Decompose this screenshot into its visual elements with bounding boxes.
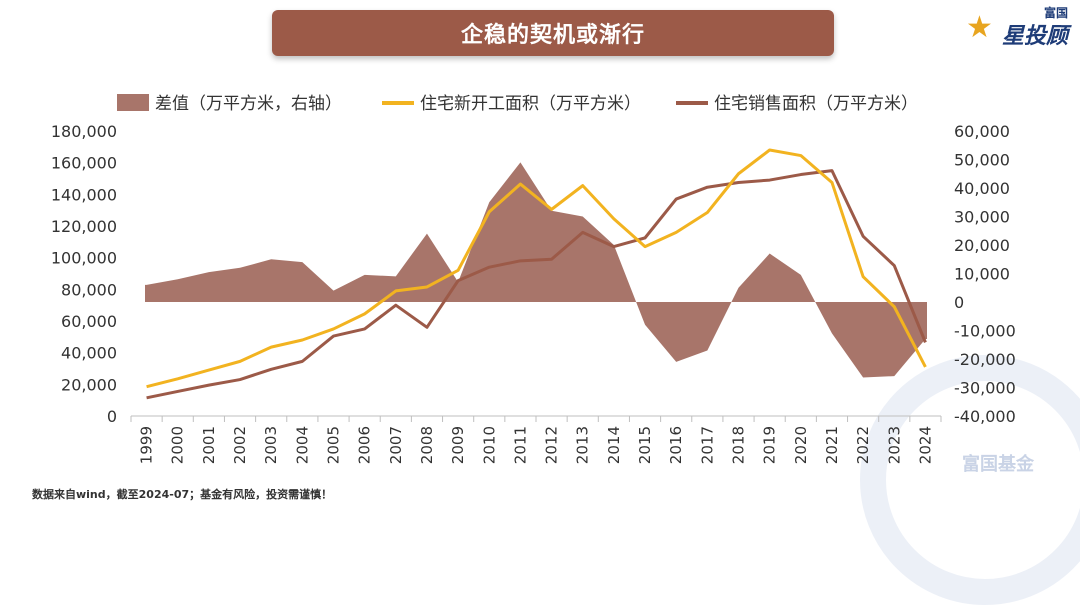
- left-tick-label: 20,000: [61, 375, 117, 394]
- legend-label-new-start: 住宅新开工面积（万平方米）: [420, 94, 641, 114]
- x-tick-label: 2015: [636, 426, 654, 464]
- sales-line: [146, 169, 927, 400]
- x-tick-label: 2001: [200, 426, 218, 464]
- difference-area: [145, 162, 927, 378]
- x-tick-label: 2024: [916, 426, 934, 464]
- new-start-line: [146, 148, 927, 389]
- right-tick-label: 50,000: [954, 151, 1010, 170]
- x-tick-label: 2006: [356, 426, 374, 464]
- x-tick-label: 2009: [449, 426, 467, 464]
- right-tick-label: -30,000: [954, 379, 1016, 398]
- x-tick-label: 2003: [262, 426, 280, 464]
- left-tick-label: 120,000: [51, 217, 117, 236]
- footnote: 数据来自wind，截至2024-07；基金有风险，投资需谨慎！: [32, 488, 333, 501]
- brand-logo: ★ 富国 星投顾: [960, 4, 1070, 49]
- left-tick-label: 100,000: [51, 249, 117, 268]
- chart-svg: 差值（万平方米，右轴） 住宅新开工面积（万平方米） 住宅销售面积（万平方米） 199…: [51, 94, 1016, 464]
- x-tick-label: 2011: [511, 426, 529, 464]
- area-layer: [145, 162, 927, 378]
- legend-label-area: 差值（万平方米，右轴）: [155, 94, 342, 114]
- left-tick-label: 40,000: [61, 344, 117, 363]
- x-tick-label: 2019: [761, 426, 779, 464]
- x-tick-label: 2016: [667, 426, 685, 464]
- legend-swatch-area: [117, 94, 149, 111]
- x-tick-label: 2023: [885, 426, 903, 464]
- x-tick-label: 2012: [543, 426, 561, 464]
- x-tick-label: 2017: [698, 426, 716, 464]
- title-text: 企稳的契机或渐行: [460, 23, 645, 48]
- left-tick-label: 80,000: [61, 280, 117, 299]
- watermark-text: 富国基金: [962, 454, 1034, 475]
- x-tick-label: 2018: [730, 426, 748, 464]
- brand-main-text: 星投顾: [1001, 24, 1068, 49]
- brand-small-text: 富国: [1043, 6, 1068, 20]
- star-icon: ★: [966, 10, 993, 45]
- left-tick-label: 60,000: [61, 312, 117, 331]
- axes: 1999 2000 2001 2002 2003 2004 2005 2006 2007 2008…: [51, 122, 1016, 464]
- left-tick-label: 160,000: [51, 154, 117, 173]
- line-layer: [146, 148, 927, 400]
- legend-label-sales: 住宅销售面积（万平方米）: [714, 94, 918, 114]
- right-tick-label: 20,000: [954, 236, 1010, 255]
- left-tick-label: 140,000: [51, 185, 117, 204]
- x-tick-label: 2007: [387, 426, 405, 464]
- legend: 差值（万平方米，右轴） 住宅新开工面积（万平方米） 住宅销售面积（万平方米）: [117, 94, 918, 114]
- x-tick-label: 2005: [325, 426, 343, 464]
- x-tick-label: 2021: [823, 426, 841, 464]
- x-tick-label: 2020: [792, 426, 810, 464]
- right-tick-label: -10,000: [954, 322, 1016, 341]
- x-tick-label: 2004: [293, 426, 311, 464]
- right-tick-label: 60,000: [954, 122, 1010, 141]
- left-tick-label: 0: [107, 407, 117, 426]
- right-tick-label: 10,000: [954, 265, 1010, 284]
- right-tick-label: 40,000: [954, 179, 1010, 198]
- right-tick-label: -20,000: [954, 350, 1016, 369]
- left-tick-label: 180,000: [51, 122, 117, 141]
- right-tick-label: 0: [954, 293, 964, 312]
- x-tick-label: 2000: [169, 426, 187, 464]
- x-tick-label: 2008: [418, 426, 436, 464]
- x-tick-label: 2014: [605, 426, 623, 464]
- right-tick-label: -40,000: [954, 407, 1016, 426]
- x-tick-label: 2010: [480, 426, 498, 464]
- x-tick-label: 2022: [854, 426, 872, 464]
- page-title: 企稳的契机或渐行: [272, 10, 834, 56]
- x-tick-label: 1999: [138, 426, 156, 464]
- chart-frame: 企稳的契机或渐行 ★ 富国 星投顾 差值（万平方米，右轴） 住宅新开工面积（万平方…: [32, 4, 1080, 605]
- right-tick-label: 30,000: [954, 208, 1010, 227]
- x-tick-label: 2002: [231, 426, 249, 464]
- x-tick-label: 2013: [574, 426, 592, 464]
